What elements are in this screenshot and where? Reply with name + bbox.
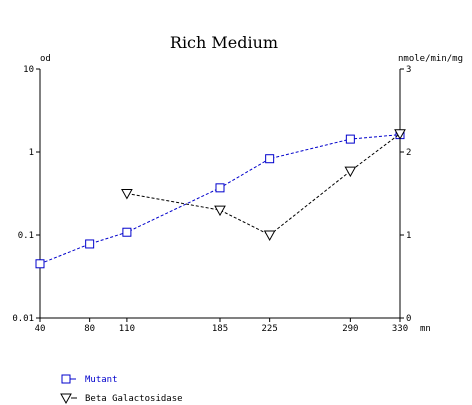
legend-item-mutant: Mutant (61, 374, 118, 385)
data-point-square (215, 183, 225, 193)
right-axis-ticks: 0 1 2 3 (400, 65, 411, 324)
data-point-triangle (214, 205, 226, 217)
left-tick-label: 0.1 (18, 231, 34, 241)
left-axis-ticks: 0.01 0.1 1 10 (12, 65, 40, 324)
data-point-square (85, 239, 95, 249)
legend: Mutant Beta Galactosidase (60, 374, 183, 405)
x-tick-label: 110 (119, 324, 135, 334)
legend-label-mutant: Mutant (85, 375, 118, 385)
series-mutant (35, 130, 405, 269)
legend-triangle-marker (60, 393, 72, 405)
legend-item-beta-galactosidase: Beta Galactosidase (60, 393, 183, 405)
x-tick-label: 330 (392, 324, 408, 334)
data-point-square (122, 227, 132, 237)
legend-label-beta-galactosidase: Beta Galactosidase (85, 394, 183, 404)
x-tick-label: 290 (342, 324, 358, 334)
left-tick-label: 10 (23, 65, 34, 75)
right-tick-label: 2 (406, 148, 411, 158)
x-tick-label: 225 (262, 324, 278, 334)
legend-square-marker (61, 374, 71, 384)
right-axis-label: nmole/min/mg (398, 54, 463, 64)
series-layer (35, 129, 406, 269)
data-point-triangle (263, 230, 276, 242)
data-point-triangle (121, 189, 133, 200)
data-point-square (265, 154, 275, 164)
data-point-triangle (344, 166, 357, 178)
data-point-triangle (394, 129, 406, 140)
data-point-square (345, 134, 355, 144)
x-tick-label: 80 (84, 324, 95, 334)
right-tick-label: 1 (406, 231, 411, 241)
x-tick-label: 40 (35, 324, 46, 334)
x-axis-ticks: 40 80 110 185 225 290 330 (35, 318, 408, 334)
left-axis-label: od (40, 54, 51, 64)
right-tick-label: 0 (406, 314, 411, 324)
left-tick-label: 0.01 (12, 314, 34, 324)
plot-frame (39, 69, 401, 319)
series-line (126, 133, 401, 236)
x-axis-unit: mn (420, 324, 431, 334)
data-point-square (35, 259, 45, 269)
x-tick-label: 185 (212, 324, 228, 334)
series-beta-galactosidase (121, 129, 406, 242)
chart-title: Rich Medium (170, 33, 278, 52)
right-tick-label: 3 (406, 65, 411, 75)
left-tick-label: 1 (29, 148, 34, 158)
